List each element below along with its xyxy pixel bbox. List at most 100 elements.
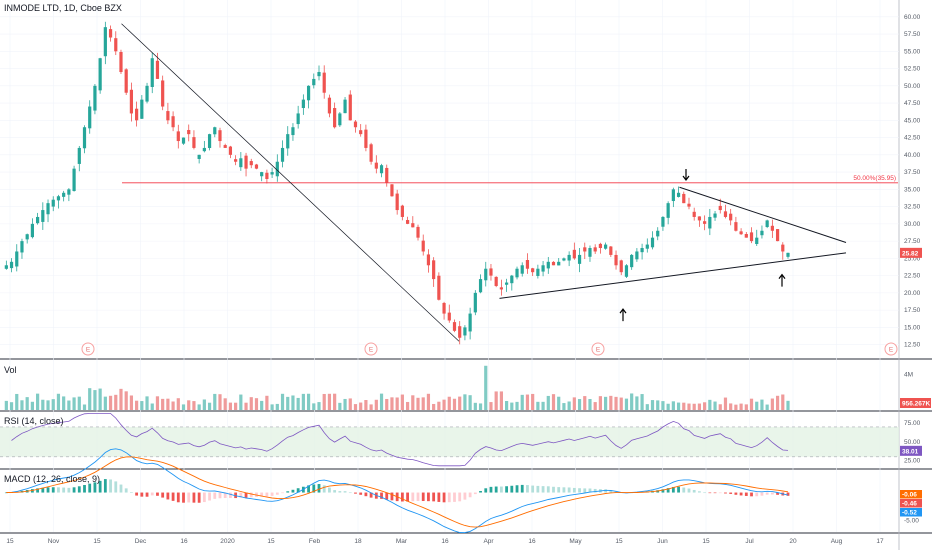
x-tick-label: 15	[267, 538, 275, 545]
arrow-up-head	[778, 273, 786, 279]
price-tick-label: 35.00	[904, 186, 921, 193]
macd-histogram-bar	[578, 488, 581, 493]
price-tick-label: 20.00	[904, 290, 921, 297]
candle-body	[155, 60, 160, 79]
candle-body	[353, 121, 358, 128]
macd-histogram-bar	[499, 486, 503, 493]
volume-bar	[51, 399, 55, 410]
candle-body	[671, 189, 675, 202]
volume-bar	[520, 394, 524, 410]
volume-bar	[708, 399, 712, 410]
macd-histogram-bar	[36, 488, 40, 493]
candle-body	[249, 161, 253, 166]
volume-bar	[473, 402, 477, 410]
volume-bar	[260, 400, 264, 410]
candle-body	[755, 237, 759, 244]
macd-histogram-bar	[145, 492, 149, 497]
volume-bar	[541, 401, 545, 410]
price-tick-label: 12.50	[904, 342, 921, 349]
macd-histogram-bar	[265, 492, 269, 497]
macd-histogram-bar	[567, 487, 571, 493]
candle-body	[265, 172, 269, 179]
price-tick-label: 50.00	[904, 83, 921, 90]
volume-bar	[265, 395, 269, 410]
candle-body	[650, 237, 655, 248]
x-tick-label: 20	[789, 538, 797, 545]
x-tick-label: 17	[876, 538, 884, 545]
macd-histogram-bar	[103, 479, 107, 493]
earnings-marker	[591, 342, 605, 356]
volume-bar	[703, 402, 707, 410]
candle-body	[473, 292, 477, 313]
candle-body	[525, 260, 530, 269]
volume-bar	[306, 393, 311, 410]
macd-histogram-bar	[557, 487, 561, 493]
macd-histogram-bar	[750, 492, 753, 497]
candle-body	[770, 225, 774, 231]
candle-body	[567, 254, 571, 261]
candle-body	[619, 260, 623, 273]
x-tick-label: Aug	[831, 538, 843, 545]
macd-histogram-bar	[583, 488, 587, 493]
arrow-up-head	[619, 308, 627, 314]
candle-body	[234, 159, 238, 162]
volume-bar	[291, 395, 295, 410]
macd-histogram-bar	[187, 492, 191, 503]
volume-bar	[572, 397, 576, 410]
macd-histogram-bar	[437, 492, 441, 502]
candle-body	[119, 51, 123, 73]
macd-histogram-bar	[604, 489, 608, 493]
macd-histogram-bar	[432, 492, 436, 502]
macd-histogram-bar	[442, 492, 446, 503]
macd-histogram-bar	[390, 492, 394, 501]
macd-histogram-bar	[671, 486, 675, 493]
volume-bar	[20, 400, 24, 410]
volume-bar	[458, 396, 462, 410]
volume-bar	[656, 400, 660, 410]
macd-histogram-bar	[489, 486, 493, 493]
volume-last-tag	[900, 398, 931, 408]
candle-body	[562, 258, 566, 261]
macd-histogram-bar	[739, 492, 743, 496]
volume-bar	[140, 401, 144, 410]
candle-body	[781, 244, 785, 252]
candle-body	[510, 275, 514, 284]
candle-body	[88, 106, 92, 129]
volume-bar	[88, 388, 92, 410]
macd-histogram-bar	[364, 492, 368, 497]
volume-bar	[619, 397, 623, 410]
volume-last-label: 956.267K	[902, 401, 930, 408]
candle-body	[36, 216, 40, 224]
volume-bar	[770, 398, 774, 410]
volume-bar	[551, 394, 556, 410]
volume-bar	[93, 390, 97, 410]
candle-body	[588, 248, 592, 257]
volume-bar	[275, 403, 279, 410]
volume-bar	[150, 403, 154, 410]
volume-bar	[463, 394, 467, 410]
volume-bar	[213, 393, 217, 410]
macd-histogram-bar	[275, 492, 279, 495]
candle-body	[187, 129, 191, 135]
macd-histogram-bar	[270, 492, 274, 496]
macd-histogram-bar	[453, 492, 456, 502]
macd-histogram-bar	[119, 484, 123, 493]
candle-body	[640, 248, 644, 253]
candle-body	[67, 189, 71, 195]
candle-body	[244, 155, 248, 169]
macd-histogram-bar	[41, 487, 45, 493]
macd-histogram-bar	[291, 489, 295, 493]
candle-body	[291, 127, 295, 136]
candle-body	[98, 58, 102, 91]
macd-histogram-bar	[677, 486, 680, 493]
candle-body	[103, 27, 107, 57]
x-tick-label: 18	[354, 538, 362, 545]
volume-bar	[531, 393, 535, 410]
macd-histogram-bar	[614, 491, 618, 493]
volume-bar	[270, 404, 274, 410]
macd-histogram-bar	[385, 492, 389, 500]
macd-last-tag	[900, 508, 922, 517]
chart-title: INMODE LTD, 1D, Cboe BZX	[4, 3, 122, 13]
candle-body	[4, 265, 8, 269]
